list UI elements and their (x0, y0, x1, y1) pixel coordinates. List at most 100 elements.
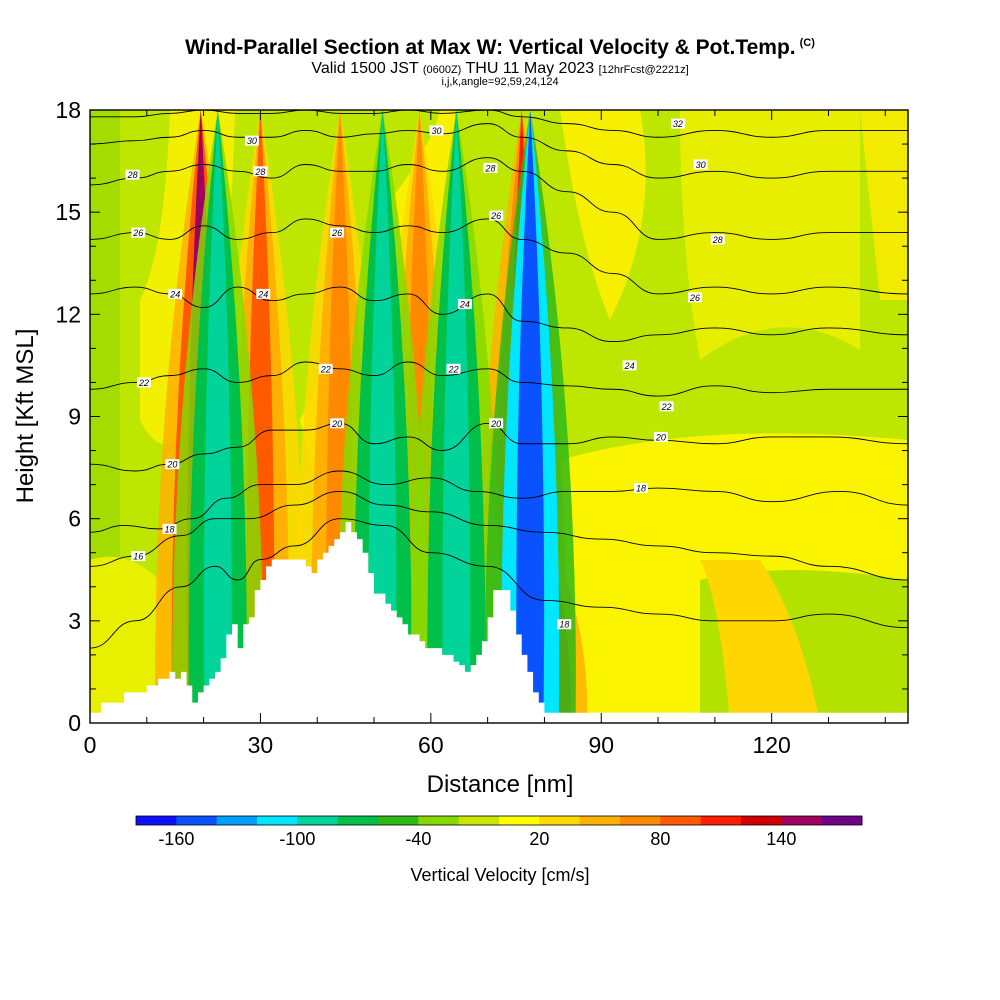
x-axis-label: Distance [nm] (427, 771, 574, 798)
isentrope-label: 18 (636, 484, 646, 494)
isentrope-label: 26 (490, 211, 501, 221)
colorbar-tick-label: 80 (650, 829, 670, 849)
downdraft-core-2 (516, 110, 545, 723)
isentrope-label: 20 (331, 419, 342, 429)
isentrope-label: 18 (559, 620, 569, 630)
isentrope-label-bg (244, 135, 259, 146)
colorbar-frame (135, 815, 863, 826)
isentrope-labels: 28 26 24 22 20 18 16 30 28 24 26 22 20 30 28 26 24 22 20 18… (125, 118, 725, 630)
isentrope-label: 24 (624, 361, 635, 371)
isentrope-label: 28 (712, 235, 723, 245)
isentrope-label-bg (136, 377, 151, 388)
y-tick-label: 9 (68, 404, 81, 430)
downdraft-core-2 (442, 110, 471, 723)
axes: 0 30 60 90 120 0 3 6 9 12 15 18 (55, 97, 908, 758)
isentrope-label: 30 (696, 160, 706, 170)
colorbar-swatch (700, 816, 742, 825)
isentrope-label: 20 (655, 432, 666, 442)
colorbar-swatch (458, 816, 500, 825)
chart-subtitle: Valid 1500 JST (0600Z) THU 11 May 2023 [… (0, 60, 1000, 78)
downdraft-column-2 (410, 110, 503, 723)
colorbar-swatch (297, 816, 338, 825)
section-indices: i,j,k,angle=92,59,24,124 (441, 76, 559, 88)
isentrope-label-bg (165, 459, 180, 470)
x-tick-label: 30 (248, 732, 274, 758)
y-tick-label: 6 (68, 506, 81, 532)
isentrope-label: 22 (661, 402, 672, 412)
valid-date: THU 11 May 2023 (465, 60, 595, 77)
colorbar-swatch (337, 816, 379, 825)
x-tick-label: 0 (84, 732, 97, 758)
colorbar-swatch (136, 816, 177, 825)
isentrope-16 (90, 490, 908, 581)
isentrope-label-bg (318, 363, 333, 374)
terrain (90, 522, 908, 724)
y-tick-label: 12 (55, 301, 81, 327)
colorbar-swatch (378, 816, 419, 825)
isentrope-label-bg (489, 418, 504, 429)
isentrope-label: 22 (448, 364, 459, 374)
isentrope-26 (90, 218, 908, 295)
isentrope-label: 20 (490, 419, 501, 429)
chart-title-text: Wind-Parallel Section at Max W: Vertical… (185, 36, 796, 59)
isentrope-label: 32 (673, 119, 683, 129)
isentrope-label-bg (330, 418, 345, 429)
isentrope-22 (90, 361, 908, 397)
colorbar-swatch (257, 816, 298, 825)
isentrope-label-bg (330, 227, 345, 238)
field-patch-i (860, 110, 908, 300)
colorbar-swatch (741, 816, 782, 825)
isentrope-30 (90, 123, 908, 179)
colorbar-tick-label: 140 (766, 829, 796, 849)
downdraft-column-3 (484, 110, 576, 723)
isentrope-label-bg (489, 210, 504, 221)
isentrope-label-bg (168, 288, 183, 299)
field-patch-e (680, 110, 860, 360)
y-tick-label: 3 (68, 608, 81, 634)
isentrope-label: 28 (484, 163, 495, 173)
downdraft-core-2 (203, 110, 232, 723)
colorbar-tick-label: 20 (529, 829, 549, 849)
isentrope-label-bg (253, 166, 268, 177)
colorbar-swatch (781, 816, 822, 825)
field-patch-h (700, 560, 820, 723)
colorbar-title: Vertical Velocity [cm/s] (410, 865, 589, 885)
chart-title-unit-tag: (C) (799, 37, 815, 49)
colorbar-swatch (176, 816, 217, 825)
colorbar-swatch (216, 816, 258, 825)
y-tick-label: 0 (68, 710, 81, 736)
colorbar-swatch (821, 816, 863, 825)
isentrope-label-bg (670, 118, 685, 129)
colorbar-swatch (579, 816, 621, 825)
isentrope-label: 24 (169, 289, 180, 299)
isentrope-label-bg (125, 169, 140, 180)
colorbar-tick-label: -40 (405, 829, 431, 849)
isentrope-label-bg (446, 363, 461, 374)
isentrope-label: 20 (166, 460, 177, 470)
isentrope-label: 30 (432, 126, 442, 136)
y-tick-label: 18 (55, 97, 81, 123)
colorbar-swatch (539, 816, 580, 825)
isentrope-label: 26 (331, 228, 342, 238)
colorbar: -160 -100 -40 20 80 140 (135, 815, 863, 849)
isentrope-label: 26 (132, 228, 143, 238)
colorbar-tick-label: -160 (158, 829, 194, 849)
valid-time: Valid 1500 JST (311, 60, 419, 77)
isentrope-label: 24 (459, 300, 470, 310)
isentrope-label-bg (256, 288, 271, 299)
colorbar-swatch (418, 816, 459, 825)
isentrope-label-bg (162, 523, 177, 534)
y-tick-label: 15 (55, 199, 81, 225)
valid-time-utc: (0600Z) (422, 64, 462, 76)
isentrope-label-bg (131, 551, 146, 562)
isentrope-label: 24 (257, 289, 268, 299)
isentrope-label: 30 (247, 136, 257, 146)
x-tick-label: 60 (418, 732, 444, 758)
isentrope-label: 28 (127, 170, 138, 180)
isentrope-label-bg (653, 431, 668, 442)
isentrope-24 (90, 286, 908, 343)
isentrope-20 (90, 422, 908, 472)
isentrope-label-bg (634, 483, 649, 494)
